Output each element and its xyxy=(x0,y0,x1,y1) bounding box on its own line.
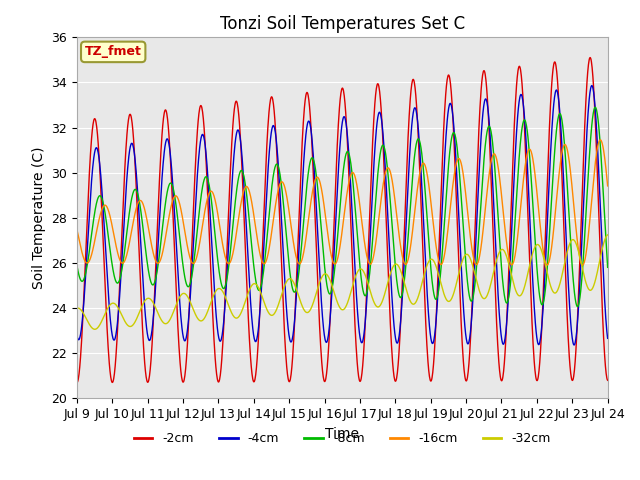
-4cm xyxy=(191,214,198,220)
-4cm xyxy=(250,336,258,341)
-2cm xyxy=(494,342,502,348)
-16cm xyxy=(178,212,186,217)
-8cm xyxy=(191,251,198,256)
Line: -4cm: -4cm xyxy=(77,85,607,345)
-16cm xyxy=(596,137,604,143)
-8cm xyxy=(73,262,81,268)
-8cm xyxy=(573,304,581,310)
-32cm xyxy=(73,305,81,311)
-4cm xyxy=(588,83,596,88)
-8cm xyxy=(178,254,186,260)
-8cm xyxy=(250,267,258,273)
-32cm xyxy=(425,259,433,264)
Text: TZ_fmet: TZ_fmet xyxy=(84,46,141,59)
-32cm xyxy=(91,326,99,332)
-4cm xyxy=(604,336,611,341)
-8cm xyxy=(541,293,548,299)
Title: Tonzi Soil Temperatures Set C: Tonzi Soil Temperatures Set C xyxy=(220,15,465,33)
-2cm xyxy=(250,379,258,384)
-2cm xyxy=(73,380,81,385)
-4cm xyxy=(73,332,81,337)
-16cm xyxy=(604,183,611,189)
-2cm xyxy=(541,256,548,262)
-4cm xyxy=(178,325,186,331)
Legend: -2cm, -4cm, -8cm, -16cm, -32cm: -2cm, -4cm, -8cm, -16cm, -32cm xyxy=(129,427,556,450)
-4cm xyxy=(424,309,432,315)
-8cm xyxy=(494,208,502,214)
-2cm xyxy=(178,376,186,382)
X-axis label: Time: Time xyxy=(325,427,359,441)
-16cm xyxy=(191,259,198,265)
-32cm xyxy=(191,311,199,317)
-4cm xyxy=(570,342,578,348)
Line: -2cm: -2cm xyxy=(77,58,607,383)
-8cm xyxy=(424,233,432,239)
-2cm xyxy=(604,377,611,383)
-32cm xyxy=(494,252,502,258)
-2cm xyxy=(586,55,594,60)
Line: -8cm: -8cm xyxy=(77,108,607,307)
Line: -16cm: -16cm xyxy=(77,140,607,265)
-8cm xyxy=(604,264,611,270)
-16cm xyxy=(541,256,548,262)
-32cm xyxy=(604,232,611,238)
Line: -32cm: -32cm xyxy=(77,235,607,329)
-32cm xyxy=(541,260,548,266)
-4cm xyxy=(494,285,502,290)
-2cm xyxy=(191,174,198,180)
-16cm xyxy=(494,162,502,168)
-16cm xyxy=(579,262,586,268)
Y-axis label: Soil Temperature (C): Soil Temperature (C) xyxy=(31,146,45,289)
-16cm xyxy=(250,215,258,221)
-8cm xyxy=(591,105,599,110)
-2cm xyxy=(424,363,432,369)
-32cm xyxy=(251,281,259,287)
-16cm xyxy=(73,226,81,232)
-32cm xyxy=(179,291,186,297)
-4cm xyxy=(541,279,548,285)
-16cm xyxy=(424,179,432,185)
